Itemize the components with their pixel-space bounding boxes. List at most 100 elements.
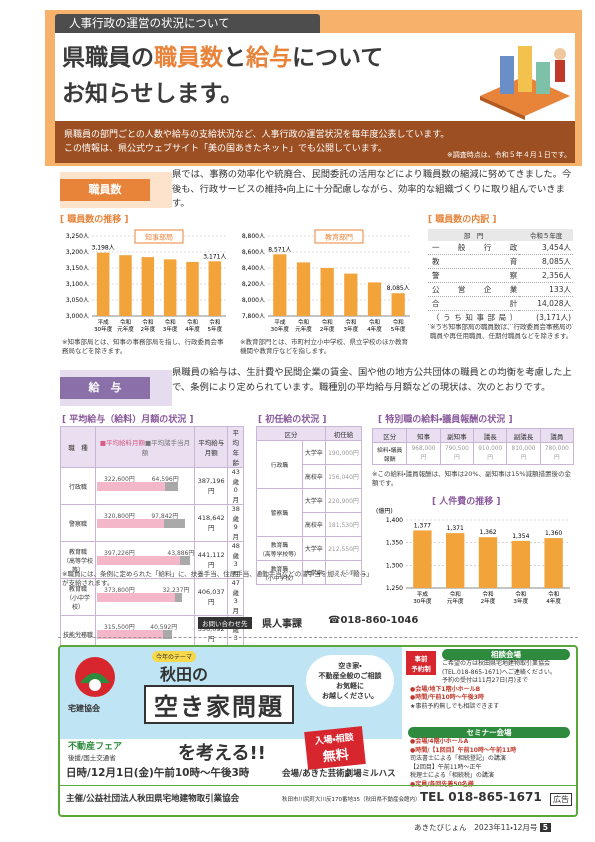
seg: 322,600円 <box>104 475 135 483</box>
table-cell: 合 計 <box>428 296 520 311</box>
allowance-bar <box>163 629 172 639</box>
bar <box>163 259 177 316</box>
x-tick-label: 令和 <box>369 318 381 326</box>
table-cell: 一般行政 <box>428 241 520 255</box>
title-part: 給与 <box>246 45 292 71</box>
table-row: 部 門令和５年度 <box>428 229 573 241</box>
base-bar <box>97 481 165 491</box>
y-tick-label: 3,200人 <box>66 249 89 256</box>
seg: 64,596円 <box>151 475 179 483</box>
job-line: 警察職 <box>68 520 87 528</box>
ad-tel: TEL 018-865-1671 <box>420 790 542 804</box>
age-line: 0月 <box>232 486 239 504</box>
value-label: 1,362 <box>479 529 496 536</box>
advertisement: 宅建協会 今年のテーマ 秋田の 空き家問題 を考える!! 空き家・ 不動産全般のご… <box>58 645 578 817</box>
ad-bubble: 空き家・ 不動産全般のご相談 お気軽に お越しください。 <box>306 655 394 707</box>
y-tick-label: 8,200人 <box>242 281 265 288</box>
table-cell: 790,500円 <box>439 442 475 465</box>
table-header: 部 門 <box>428 229 520 241</box>
ad-org: 宅建協会 <box>68 704 100 713</box>
table-cell: 220,900円 <box>324 488 363 513</box>
base-bar <box>97 518 165 528</box>
table-row: （うち知事部局） (3,171人) <box>428 310 573 325</box>
chart: 7,800人 8,000人 8,200人 8,400人 8,600人 8,800人8,57… <box>242 229 410 333</box>
seg: 40,592円 <box>150 623 178 631</box>
x-tick-label: 令和 <box>482 590 494 598</box>
table-cell: 387,196円 <box>193 467 229 505</box>
y-tick-label: 1,250 <box>386 585 403 592</box>
intro-band <box>55 121 575 163</box>
table-note: ※職員には、条例に定められた「給料」に、扶養手当、住居手当、通勤手当などの諸手当… <box>62 570 370 587</box>
footer: あきたびじょん 2023年11・12月号 5 <box>414 822 551 833</box>
section-text: 県では、事務の効率化や統廃合、民間委託の活用などにより職員数の縮減に努めてきまし… <box>172 169 572 209</box>
ad-divider <box>60 785 576 786</box>
subheading: [ 職員数の推移 ] <box>60 215 129 225</box>
table-row: 教育職 （小中学校） 373,800円 32,237円 406,037円 47歳 3月 <box>60 578 244 616</box>
title: 県職員の職員数と給与について お知らせします。 <box>62 40 383 112</box>
x-tick-label: 平成 <box>98 318 110 326</box>
title-part: 職員数 <box>154 45 223 71</box>
bar <box>141 257 155 316</box>
table-header: 副知事 <box>439 428 475 443</box>
y-tick-label: 1,300 <box>386 562 403 569</box>
x-tick-label: 元年度 <box>295 325 312 333</box>
table-row: 行政職 大学卒 190,000円 <box>256 440 363 489</box>
shape <box>554 48 566 60</box>
table-header: 令和５年度 <box>519 229 573 241</box>
x-tick-label: 30年度 <box>94 325 113 333</box>
consult-panel: 事前 予約制 相談会場 ご希望の方は秋田県宅地建物取引業協会 (TEL.018-865-… <box>404 649 574 725</box>
bubble-line: お越しください。 <box>322 692 378 700</box>
table-cell: 14,028人 <box>519 296 573 311</box>
shape <box>555 60 565 82</box>
table-cell: 322,600円 64,596円 <box>95 467 195 505</box>
ad-address: 秋田市川尻町大川反170番地35（秋田県不動産会館内） <box>282 797 421 803</box>
bar-area: 397,226円 43,886円 <box>96 549 194 572</box>
shape <box>500 56 514 94</box>
y-tick-label: 3,050人 <box>66 297 89 304</box>
table-header: 区分 <box>371 428 408 443</box>
table-row: 教育職 （高等学校等） 大学卒 212,550円 <box>256 536 363 561</box>
y-tick-label: 3,150人 <box>66 265 89 272</box>
x-tick-label: 令和 <box>393 318 405 326</box>
y-tick-label: 7,800人 <box>242 313 265 320</box>
ad-venue: 会場/あきた芸術劇場ミルハス <box>282 769 396 779</box>
panel-line: 税理士による「相続税」の講演 <box>410 772 494 779</box>
job-line: 教育職 <box>68 548 87 556</box>
table-cell: 320,800円 97,842円 <box>95 504 195 542</box>
contact-dept: 県人事課 <box>262 619 302 630</box>
shape <box>536 62 550 94</box>
table-cell: 3,454人 <box>519 241 573 255</box>
x-tick-label: 令和 <box>209 318 221 326</box>
table-row: 一般行政 3,454人 <box>428 241 573 255</box>
bar <box>413 530 432 588</box>
footer-issue: 2023年11・12月号 <box>474 823 538 832</box>
table-cell: 910,000円 <box>473 442 508 465</box>
y-tick-label: 1,350 <box>386 540 403 547</box>
table-cell: 教 育 <box>428 254 520 269</box>
bar <box>367 282 382 316</box>
job-line: 教育職 <box>270 566 289 573</box>
ad-title: 秋田の <box>160 665 209 684</box>
table-cell: 190,000円 <box>324 440 363 465</box>
table-cell: 397,226円 43,886円 <box>95 541 195 579</box>
job-line: 教育職 <box>270 542 289 549</box>
breakdown-table: 部 門令和５年度 一般行政 3,454人教 育 8,085人警 察 2,356人 公営企業… <box>428 229 573 325</box>
age-line: 9月 <box>232 523 239 541</box>
x-tick-label: 令和 <box>515 590 527 598</box>
x-tick-label: 元年度 <box>447 597 464 605</box>
bar <box>273 254 287 316</box>
table-row: 職 種 ■平均給料月額■平均諸手当月額 平均給与月額 平均年齢 <box>60 426 244 468</box>
table-cell: 38歳 9月 <box>227 504 244 542</box>
x-tick-label: 平成 <box>274 318 286 326</box>
x-tick-label: 2年度 <box>140 325 155 333</box>
age-line: 38歳 <box>231 505 240 523</box>
intro-line: この情報は、県公式ウェブサイト「美の国あきたネット」でも公開しています。 <box>64 144 387 154</box>
badge: 事前 予約制 <box>406 651 436 675</box>
y-tick-label: 8,800人 <box>242 233 265 240</box>
bar <box>391 293 405 316</box>
seminar-panel: セミナー会場 ●会場/4階小ホールA ●時間/【1回目】午前10時～午前11時 司法書… <box>404 727 574 788</box>
seg: 397,226円 <box>104 549 135 557</box>
chart-note: ※知事部局とは、知事の事務部局を指し、行政委員会事務局などを除きます。 <box>62 338 224 355</box>
footer-magazine: あきたびじょん <box>414 823 467 832</box>
illustration <box>480 46 570 120</box>
